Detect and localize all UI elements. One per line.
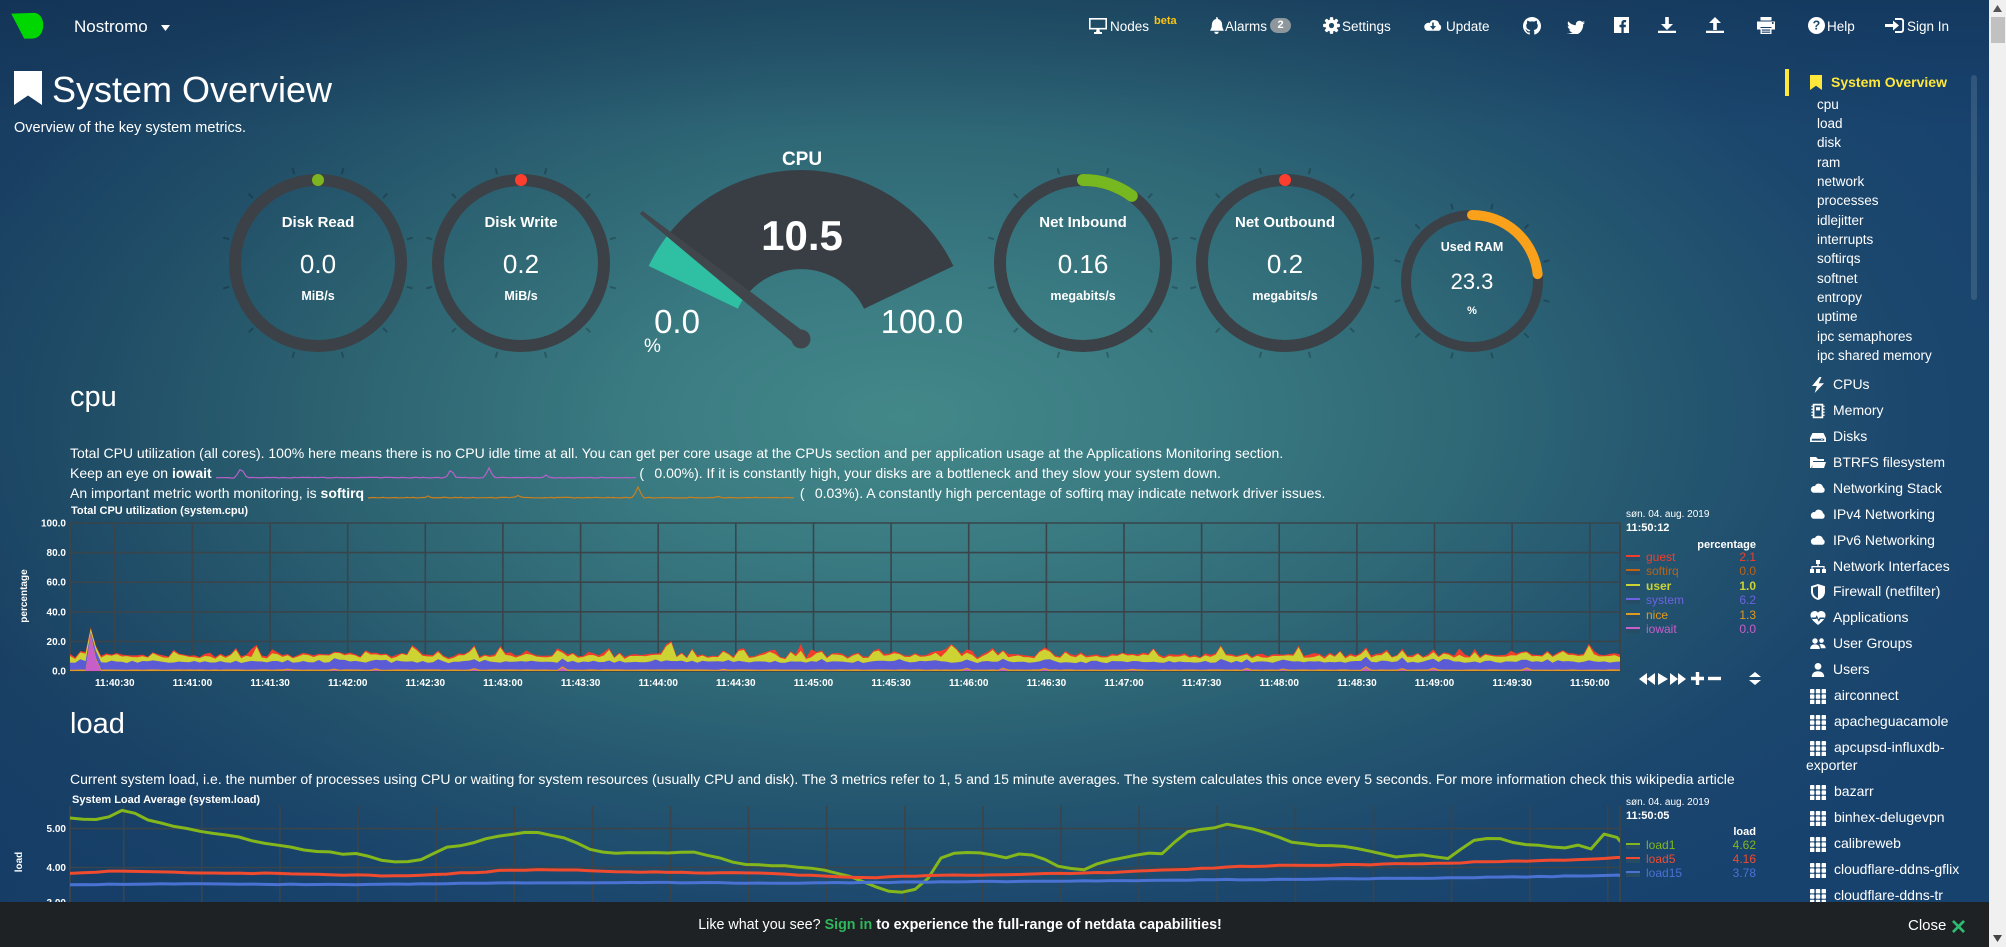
svg-text:percentage: percentage — [19, 569, 30, 623]
svg-text:0.0: 0.0 — [52, 667, 66, 678]
svg-text:11:48:30: 11:48:30 — [1337, 678, 1377, 689]
svg-text:load: load — [14, 852, 25, 873]
svg-text:11:49:00: 11:49:00 — [1415, 678, 1455, 689]
svg-text:11:44:00: 11:44:00 — [638, 678, 678, 689]
svg-text:40.0: 40.0 — [47, 607, 67, 618]
svg-text:11:46:30: 11:46:30 — [1027, 678, 1067, 689]
svg-text:20.0: 20.0 — [47, 637, 67, 648]
svg-text:11:48:00: 11:48:00 — [1259, 678, 1299, 689]
svg-text:11:42:30: 11:42:30 — [406, 678, 446, 689]
svg-text:4.00: 4.00 — [47, 863, 67, 874]
svg-text:11:49:30: 11:49:30 — [1492, 678, 1532, 689]
svg-text:5.00: 5.00 — [47, 824, 67, 835]
svg-text:11:43:30: 11:43:30 — [561, 678, 601, 689]
svg-text:11:47:00: 11:47:00 — [1104, 678, 1144, 689]
svg-text:11:46:00: 11:46:00 — [949, 678, 989, 689]
svg-text:60.0: 60.0 — [47, 578, 67, 589]
svg-text:11:43:00: 11:43:00 — [483, 678, 523, 689]
svg-text:11:40:30: 11:40:30 — [95, 678, 135, 689]
svg-text:11:41:00: 11:41:00 — [173, 678, 213, 689]
svg-text:100.0: 100.0 — [41, 519, 66, 530]
svg-text:80.0: 80.0 — [47, 548, 67, 559]
svg-text:?: ? — [1813, 19, 1821, 33]
svg-text:11:50:00: 11:50:00 — [1570, 678, 1610, 689]
svg-text:11:47:30: 11:47:30 — [1182, 678, 1222, 689]
svg-text:11:41:30: 11:41:30 — [250, 678, 290, 689]
svg-text:11:42:00: 11:42:00 — [328, 678, 368, 689]
svg-text:11:45:30: 11:45:30 — [871, 678, 911, 689]
svg-text:11:44:30: 11:44:30 — [716, 678, 756, 689]
svg-text:11:45:00: 11:45:00 — [794, 678, 834, 689]
